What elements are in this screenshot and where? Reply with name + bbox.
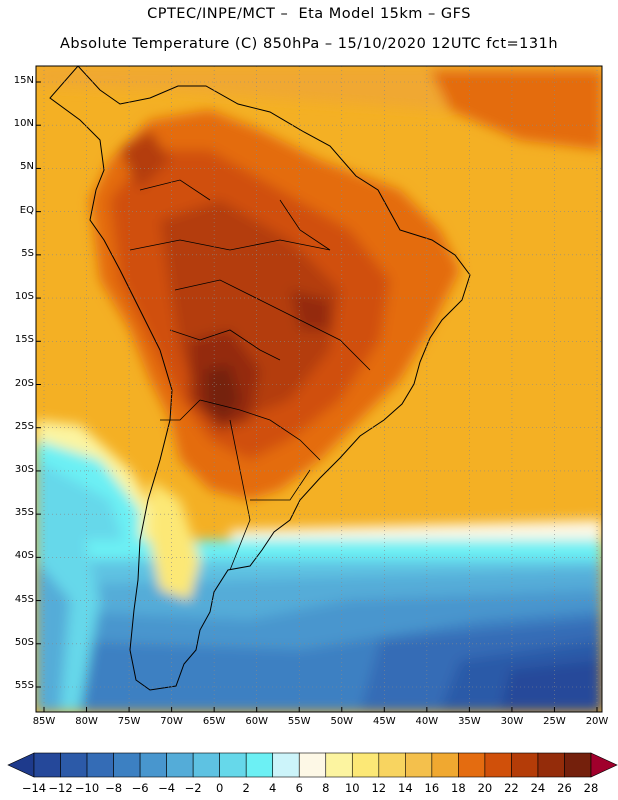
colorbar-swatch [245, 752, 274, 778]
lon-label: 50W [330, 716, 354, 727]
colorbar-arrow-high [590, 752, 618, 778]
colorbar-swatch [139, 752, 167, 778]
colorbar-label: 8 [322, 781, 330, 795]
lon-label: 55W [287, 716, 311, 727]
colorbar-label: 22 [504, 781, 519, 795]
lat-label: 25S [14, 420, 34, 432]
colorbar-label: 18 [451, 781, 466, 795]
lon-label: 70W [160, 716, 183, 727]
lat-label: 15S [14, 334, 34, 346]
colorbar-swatch [458, 752, 486, 778]
lat-label: 15N [13, 75, 34, 86]
colorbar-swatch [351, 752, 380, 778]
colorbar-arrow-low [7, 752, 35, 778]
lat-label: 20S [14, 377, 34, 389]
colorbar-swatch [298, 752, 327, 778]
colorbar-label: −10 [74, 781, 100, 795]
lat-label: 40S [14, 550, 34, 562]
colorbar-swatch [431, 752, 459, 778]
colorbar-label: 12 [371, 781, 387, 795]
colorbar-label: −8 [105, 781, 123, 795]
colorbar-swatch [378, 752, 406, 778]
colorbar-swatch [537, 752, 565, 778]
lon-label: 25W [543, 716, 566, 727]
lon-label: 30W [500, 716, 524, 727]
lat-label: 55S [14, 680, 34, 691]
colorbar-swatch [405, 752, 433, 778]
lat-label: EQ [19, 204, 34, 216]
lon-label: 65W [202, 716, 226, 727]
colorbar-label: 2 [242, 781, 250, 795]
lat-label: 45S [14, 593, 34, 605]
colorbar-label: 14 [398, 781, 413, 795]
lat-label: 50S [14, 636, 34, 648]
map-frame [35, 65, 603, 713]
colorbar-swatch [33, 752, 61, 778]
lat-label: 10S [14, 291, 34, 303]
colorbar-label: −14 [21, 781, 47, 795]
lon-label: 35W [458, 716, 481, 727]
colorbar-label: −12 [48, 781, 73, 795]
lon-label: 60W [245, 716, 268, 727]
colorbar [7, 752, 618, 778]
colorbar-label: 6 [295, 781, 303, 795]
colorbar-label: 28 [583, 781, 599, 795]
lon-label: 80W [75, 716, 98, 727]
lon-label: 45W [372, 716, 396, 727]
colorbar-swatch [60, 752, 88, 778]
chart-title: CPTEC/INPE/MCT – Eta Model 15km – GFS [147, 6, 471, 22]
colorbar-swatch [113, 752, 141, 778]
lon-label: 40W [415, 716, 439, 727]
south-america-coastline [49, 66, 471, 691]
lat-label: 35S [14, 507, 34, 519]
lon-label: 20W [585, 716, 609, 727]
lat-label: 10N [13, 118, 34, 130]
colorbar-label: 24 [530, 781, 546, 795]
colorbar-swatch [86, 752, 114, 778]
colorbar-label: 0 [215, 781, 224, 795]
colorbar-label: 16 [424, 781, 440, 795]
lat-label: 30S [14, 463, 34, 475]
colorbar-label: −6 [131, 781, 149, 795]
colorbar-label: 4 [269, 781, 277, 795]
colorbar-swatch [484, 752, 512, 778]
colorbar-swatch [272, 752, 300, 778]
lat-label: 5N [20, 161, 34, 173]
colorbar-swatch [166, 752, 194, 778]
colorbar-label: −4 [158, 781, 176, 795]
colorbar-swatch [192, 752, 220, 778]
lat-label: 5S [21, 247, 34, 259]
colorbar-swatch [219, 752, 247, 778]
lon-label: 75W [117, 716, 141, 727]
chart-subtitle: Absolute Temperature (C) 850hPa – 15/10/… [59, 36, 559, 52]
colorbar-label: −2 [184, 781, 202, 795]
colorbar-label: 20 [477, 781, 493, 795]
colorbar-swatch [564, 752, 592, 778]
colorbar-label: 10 [344, 781, 360, 795]
colorbar-swatch [511, 752, 539, 778]
colorbar-label: 26 [557, 781, 572, 795]
colorbar-swatch [325, 752, 353, 778]
lon-label: 85W [32, 716, 56, 727]
